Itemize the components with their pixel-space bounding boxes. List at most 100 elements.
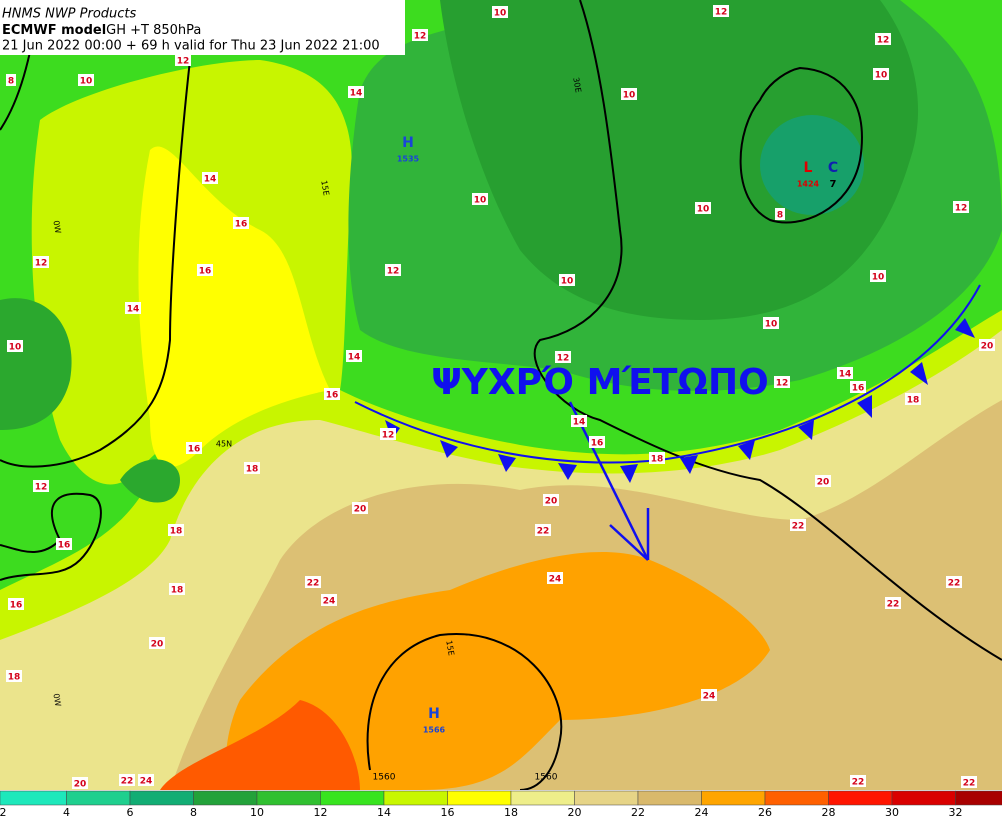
contour-label: 18	[651, 455, 664, 465]
contour-label-box	[6, 670, 22, 682]
colorbar-label: 16	[441, 806, 455, 819]
contour-label-box	[649, 452, 665, 464]
contour-label: 18	[171, 586, 184, 596]
contour-label-box	[961, 776, 977, 788]
contour-label-box	[850, 775, 866, 787]
contour-label: 10	[561, 277, 574, 287]
graticule-label: 45N	[216, 440, 232, 449]
contour-label: 22	[121, 777, 134, 787]
colorbar-label: 20	[568, 806, 582, 819]
colorbar-segment	[129, 790, 194, 806]
colorbar-label: 8	[190, 806, 197, 819]
colorbar-label: 18	[504, 806, 518, 819]
contour-label-box	[149, 637, 165, 649]
contour-label-box	[775, 208, 785, 220]
contour-label-box	[168, 524, 184, 536]
contour-label: 18	[907, 396, 920, 406]
contour-label-box	[6, 74, 16, 86]
contour-label-box	[873, 68, 889, 80]
colorbar-segment	[574, 790, 639, 806]
colorbar-label: 30	[885, 806, 899, 819]
contour-label-box	[589, 436, 605, 448]
contour-label: 12	[35, 483, 48, 493]
contour-label: 22	[792, 522, 805, 532]
pressure-center-value: 1566	[423, 726, 446, 735]
pressure-center-letter: C	[828, 160, 838, 176]
isobars	[0, 0, 1002, 791]
contour-label-box	[412, 29, 428, 41]
contour-label-box	[78, 74, 94, 86]
header-source: HNMS NWP Products	[2, 7, 137, 22]
colorbar-label: 32	[949, 806, 963, 819]
contour-label-box	[324, 388, 340, 400]
contour-label-box	[815, 475, 831, 487]
pressure-center-value: 1424	[797, 180, 820, 189]
contour-label-box	[492, 6, 508, 18]
graticule-label: 15E	[444, 640, 456, 657]
contour-label: 14	[127, 305, 140, 315]
contour-label-box	[125, 302, 141, 314]
contour-label: 14	[204, 175, 217, 185]
contour-label-box	[305, 576, 321, 588]
colorbar-segment	[320, 790, 385, 806]
contour-label-box	[870, 270, 886, 282]
contour-label-box	[875, 33, 891, 45]
contour-label: 20	[354, 505, 367, 515]
front-arrow	[568, 401, 650, 561]
graticule-label: 30E	[571, 77, 583, 94]
contour-label: 12	[776, 379, 789, 389]
contour-label-box	[33, 256, 49, 268]
contour-label-box	[119, 774, 135, 786]
contour-label: 16	[58, 541, 71, 551]
contour-label: 22	[307, 579, 320, 589]
header-model: ECMWF model	[2, 23, 106, 38]
contour-label: 14	[839, 370, 852, 380]
contour-label-box	[837, 367, 853, 379]
contour-label: 12	[414, 32, 427, 42]
temp-band	[120, 459, 180, 503]
contour-label-box	[348, 86, 364, 98]
contour-label: 12	[35, 259, 48, 269]
contour-label: 10	[9, 343, 22, 353]
header-field: GH +T 850hPa	[106, 23, 201, 38]
contour-label-box	[72, 777, 88, 789]
contour-label-box	[472, 193, 488, 205]
colorbar-label: 28	[822, 806, 836, 819]
temp-band	[160, 700, 360, 790]
contour-label: 16	[188, 445, 201, 455]
contour-label: 20	[545, 497, 558, 507]
contour-label-box	[946, 576, 962, 588]
contour-label-box	[547, 572, 563, 584]
contour-label-box	[56, 538, 72, 550]
colorbar-segment	[891, 790, 956, 806]
contour-label-box	[713, 5, 729, 17]
contour-label-box	[790, 519, 806, 531]
contour-label: 12	[877, 36, 890, 46]
pressure-center-value: 1535	[397, 155, 420, 164]
contour-label: 14	[348, 353, 361, 363]
contour-label: 16	[199, 267, 212, 277]
contour-label: 14	[573, 418, 586, 428]
temp-band	[225, 551, 771, 790]
colorbar-label: 6	[127, 806, 134, 819]
header-valid: 21 Jun 2022 00:00 + 69 h valid for Thu 2…	[2, 39, 380, 54]
contour-label-box	[559, 274, 575, 286]
contour-label: 22	[537, 527, 550, 537]
graticule-label: 0W	[51, 220, 62, 234]
contour-label-box	[535, 524, 551, 536]
header-box	[0, 0, 405, 55]
contour-label: 14	[350, 89, 363, 99]
colorbar-label: 4	[63, 806, 70, 819]
contour-label: 22	[963, 779, 976, 789]
contour-label: 18	[8, 673, 21, 683]
contour-label: 10	[494, 9, 507, 19]
temp-band	[0, 298, 72, 430]
contour-label-box	[385, 264, 401, 276]
temp-band	[138, 146, 330, 467]
contour-label: 24	[323, 597, 336, 607]
contour-label-box	[571, 415, 587, 427]
contour-label-box	[555, 351, 571, 363]
contour-label-box	[380, 428, 396, 440]
contour-label: 12	[387, 267, 400, 277]
contour-label: 12	[177, 57, 190, 67]
